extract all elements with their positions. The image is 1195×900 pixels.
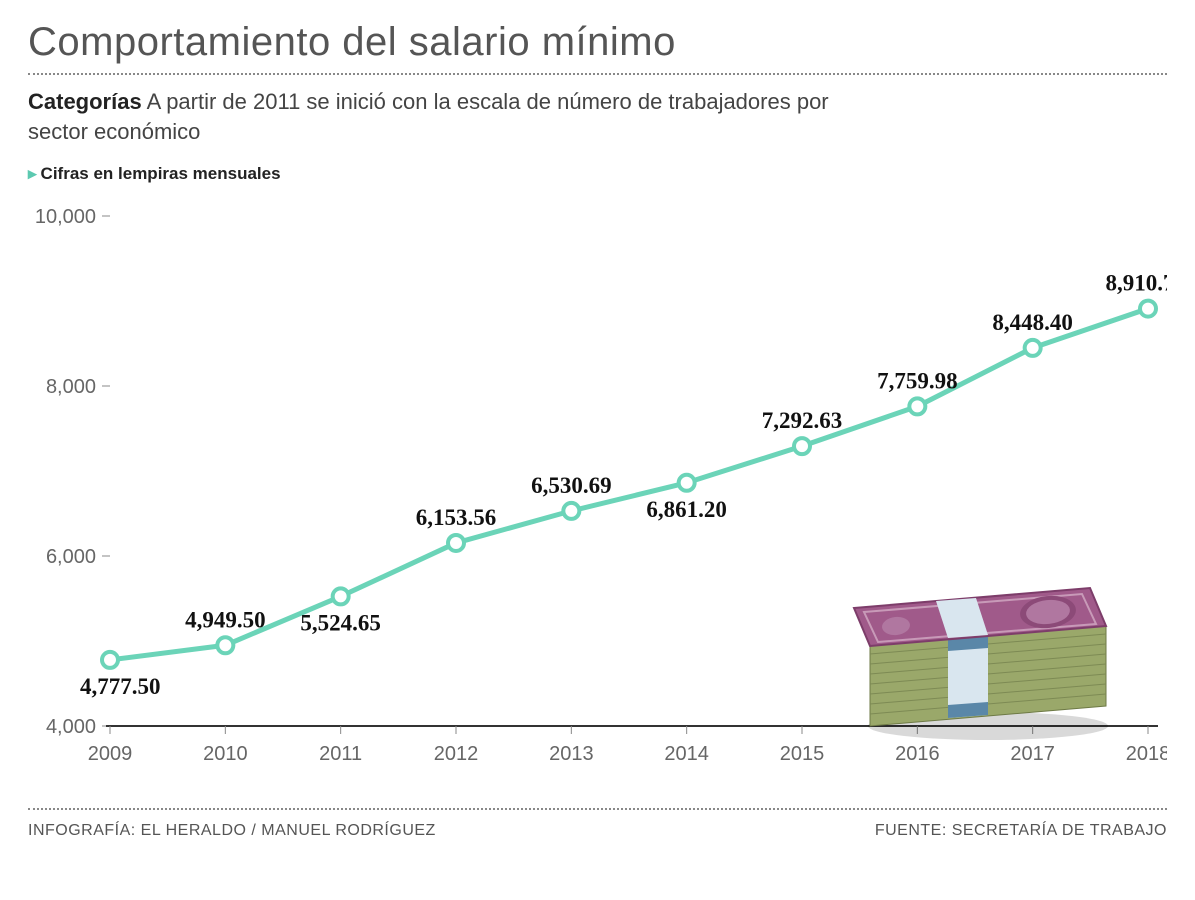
svg-text:2016: 2016 bbox=[895, 743, 940, 765]
money-stack-icon bbox=[838, 576, 1138, 746]
svg-text:2018: 2018 bbox=[1126, 743, 1167, 765]
page-title: Comportamiento del salario mínimo bbox=[28, 20, 1167, 65]
footer-right: FUENTE: SECRETARÍA DE TRABAJO bbox=[875, 822, 1167, 840]
svg-text:6,000: 6,000 bbox=[46, 546, 96, 568]
svg-text:2013: 2013 bbox=[549, 743, 594, 765]
svg-text:2014: 2014 bbox=[664, 743, 709, 765]
arrow-icon: ▸ bbox=[28, 164, 37, 183]
svg-text:2009: 2009 bbox=[88, 743, 133, 765]
svg-text:4,949.50: 4,949.50 bbox=[185, 608, 266, 633]
chart-area: 4,000 6,000 8,000 10,000 2009 2010 2011 2012 201… bbox=[28, 206, 1167, 806]
svg-text:6,153.56: 6,153.56 bbox=[416, 505, 497, 530]
svg-text:6,530.69: 6,530.69 bbox=[531, 473, 612, 498]
svg-text:10,000: 10,000 bbox=[35, 206, 96, 228]
footer: INFOGRAFÍA: EL HERALDO / MANUEL RODRÍGUE… bbox=[28, 822, 1167, 840]
rule-top bbox=[28, 73, 1167, 75]
svg-text:2015: 2015 bbox=[780, 743, 825, 765]
subtitle-bold: Categorías bbox=[28, 89, 142, 114]
svg-text:2010: 2010 bbox=[203, 743, 248, 765]
svg-text:8,448.40: 8,448.40 bbox=[992, 310, 1073, 335]
svg-text:5,524.65: 5,524.65 bbox=[300, 611, 381, 636]
rule-bottom bbox=[28, 808, 1167, 810]
svg-text:8,000: 8,000 bbox=[46, 376, 96, 398]
unit-note: ▸Cifras en lempiras mensuales bbox=[28, 164, 1167, 184]
svg-text:6,861.20: 6,861.20 bbox=[646, 497, 727, 522]
svg-text:8,910.71: 8,910.71 bbox=[1106, 271, 1168, 296]
svg-text:2012: 2012 bbox=[434, 743, 479, 765]
svg-text:7,292.63: 7,292.63 bbox=[762, 409, 843, 434]
svg-text:4,777.50: 4,777.50 bbox=[80, 674, 161, 699]
footer-left: INFOGRAFÍA: EL HERALDO / MANUEL RODRÍGUE… bbox=[28, 822, 436, 840]
svg-text:7,759.98: 7,759.98 bbox=[877, 369, 958, 394]
svg-text:4,000: 4,000 bbox=[46, 716, 96, 738]
subtitle: Categorías A partir de 2011 se inició co… bbox=[28, 87, 848, 146]
svg-text:2011: 2011 bbox=[319, 743, 362, 765]
subtitle-rest: A partir de 2011 se inició con la escala… bbox=[28, 89, 829, 144]
unit-note-text: Cifras en lempiras mensuales bbox=[41, 164, 281, 183]
svg-text:2017: 2017 bbox=[1010, 743, 1055, 765]
